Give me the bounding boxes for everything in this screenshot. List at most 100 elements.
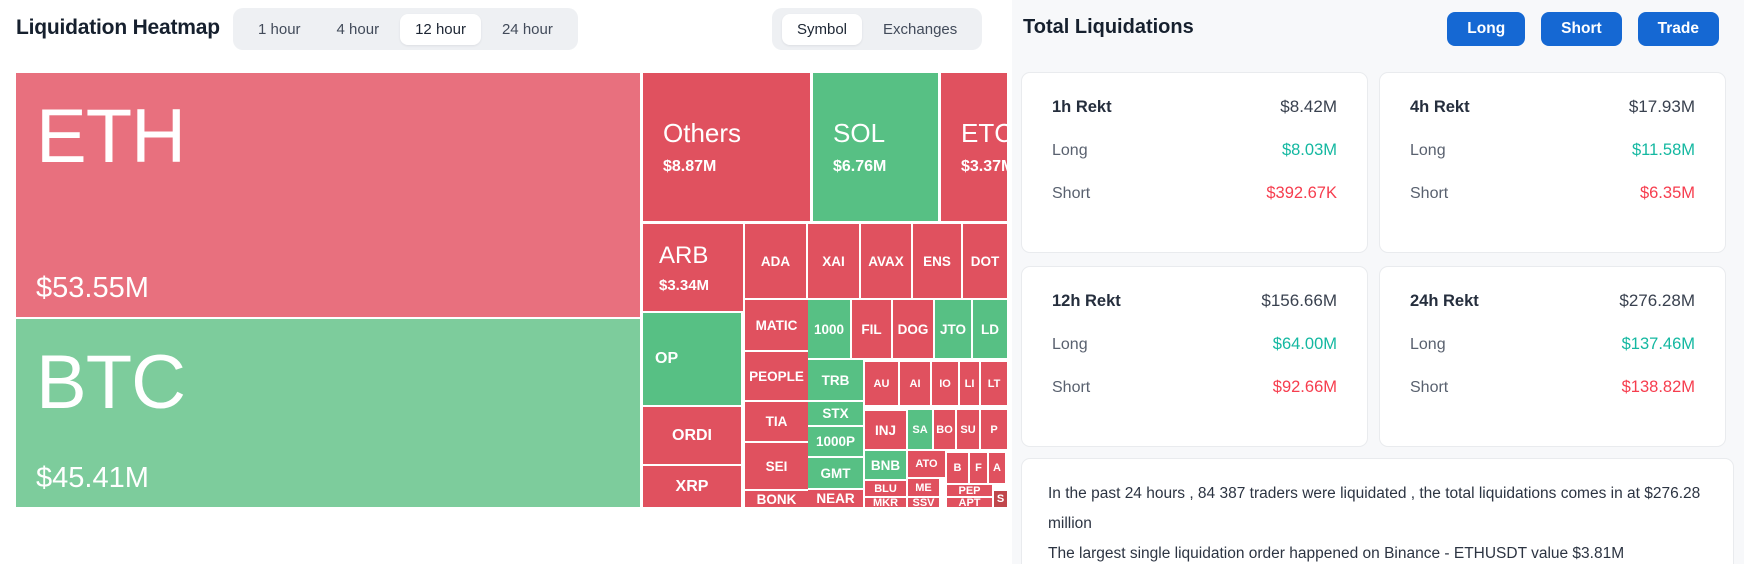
- short-value: $92.66M: [1272, 378, 1337, 396]
- tile-symbol: XAI: [822, 253, 845, 269]
- trade-button[interactable]: Trade: [1637, 12, 1719, 46]
- tile-symbol: TIA: [765, 414, 788, 429]
- treemap-tile-op[interactable]: OP: [643, 313, 741, 405]
- treemap-tile-sa[interactable]: SA: [908, 410, 932, 449]
- treemap-tile-btc[interactable]: BTC $45.41M: [16, 319, 640, 507]
- tile-symbol: OP: [655, 350, 679, 367]
- view-toggle-exchanges[interactable]: Exchanges: [883, 20, 958, 38]
- tile-symbol: XRP: [675, 477, 709, 495]
- tile-symbol: LI: [964, 377, 975, 390]
- treemap-tile-gmt[interactable]: GMT: [808, 458, 863, 488]
- treemap-tile-au[interactable]: AU: [865, 362, 898, 405]
- treemap-tile-ato[interactable]: ATO: [908, 451, 945, 477]
- treemap-tile-people[interactable]: PEOPLE: [745, 352, 808, 400]
- treemap-tile-1000p[interactable]: 1000P: [808, 427, 863, 456]
- time-filter-1h[interactable]: 1 hour: [258, 20, 301, 38]
- summary-line-1: In the past 24 hours , 84 387 traders we…: [1048, 485, 1701, 532]
- treemap-tile-mkr[interactable]: MKR: [865, 498, 906, 507]
- tile-symbol: GMT: [820, 465, 851, 481]
- treemap-tile-bo[interactable]: BO: [934, 410, 955, 449]
- treemap-tile-sei[interactable]: SEI: [745, 443, 808, 489]
- tile-symbol: P: [990, 423, 998, 436]
- treemap-tile-xai[interactable]: XAI: [808, 224, 859, 298]
- page-title: Liquidation Heatmap: [16, 16, 220, 39]
- treemap-tile-su[interactable]: SU: [957, 410, 979, 449]
- tile-value: $3.34M: [659, 276, 710, 294]
- tile-symbol: ATO: [915, 458, 938, 470]
- tile-symbol: AVAX: [868, 253, 904, 269]
- tile-symbol: AI: [909, 377, 921, 390]
- tile-symbol: ENS: [923, 253, 951, 269]
- long-button[interactable]: Long: [1447, 12, 1526, 46]
- rekt-cards-grid: 1h Rekt $8.42M Long $8.03M Short $392.67…: [1021, 72, 1735, 447]
- treemap-tile-near[interactable]: NEAR: [808, 490, 863, 507]
- time-filter-24h[interactable]: 24 hour: [501, 20, 553, 38]
- tile-symbol: PEP: [958, 485, 981, 496]
- treemap-tile-li[interactable]: LI: [960, 362, 979, 405]
- treemap-tile-a[interactable]: A: [989, 453, 1005, 483]
- tile-symbol: ARB: [659, 241, 709, 269]
- tile-symbol: ME: [915, 481, 932, 494]
- treemap-tile-apt[interactable]: APT: [947, 498, 992, 507]
- treemap-tile-dot[interactable]: DOT: [963, 224, 1007, 298]
- treemap-tile-sol[interactable]: SOL $6.76M: [813, 73, 938, 221]
- treemap-tile-pep[interactable]: PEP: [947, 485, 992, 496]
- treemap-tile-inj[interactable]: INJ: [865, 411, 906, 449]
- tile-value: $3.37M: [961, 158, 1007, 175]
- treemap-tile-b[interactable]: B: [947, 453, 968, 483]
- treemap-tile-p[interactable]: P: [981, 410, 1007, 449]
- treemap-tile-s[interactable]: S: [994, 491, 1007, 507]
- tile-symbol: B: [953, 462, 962, 474]
- tile-symbol: IO: [939, 377, 951, 390]
- tile-symbol: ETC: [961, 118, 1007, 148]
- treemap-tile-ssv[interactable]: SSV: [908, 498, 939, 507]
- treemap-tile-dog[interactable]: DOG: [893, 300, 933, 358]
- stat-card-12h: 12h Rekt $156.66M Long $64.00M Short $92…: [1021, 266, 1368, 447]
- treemap-tile-avax[interactable]: AVAX: [861, 224, 911, 298]
- tile-symbol: INJ: [874, 422, 896, 438]
- treemap-tile-me[interactable]: ME: [908, 479, 939, 496]
- treemap-tile-lt[interactable]: LT: [981, 362, 1007, 405]
- treemap-tile-trb[interactable]: TRB: [808, 360, 863, 400]
- long-value: $8.03M: [1281, 141, 1337, 159]
- treemap-tile-ordi[interactable]: ORDI: [643, 407, 741, 464]
- tile-symbol: DOG: [897, 321, 929, 337]
- treemap-tile-matic[interactable]: MATIC: [745, 300, 808, 350]
- tile-symbol: SU: [960, 423, 976, 436]
- treemap-tile-ens[interactable]: ENS: [913, 224, 961, 298]
- treemap-tile-ai[interactable]: AI: [900, 362, 930, 405]
- treemap-tile-eth[interactable]: ETH $53.55M: [16, 73, 640, 317]
- long-label: Long: [1052, 335, 1088, 353]
- time-filter-12h[interactable]: 12 hour: [400, 13, 481, 45]
- treemap-tile-others[interactable]: Others $8.87M: [643, 73, 810, 221]
- view-toggle-symbol[interactable]: Symbol: [782, 13, 863, 45]
- treemap-tile-xrp[interactable]: XRP: [643, 466, 741, 507]
- tile-symbol: AU: [873, 377, 890, 390]
- treemap-tile-ld[interactable]: LD: [973, 300, 1007, 358]
- treemap-tile-arb[interactable]: ARB $3.34M: [643, 224, 743, 311]
- total-liquidations-panel: Total Liquidations Long Short Trade 1h R…: [1012, 0, 1744, 564]
- stat-card-4h: 4h Rekt $17.93M Long $11.58M Short $6.35…: [1379, 72, 1726, 253]
- tile-symbol: MKR: [872, 498, 899, 507]
- treemap-tile-jto[interactable]: JTO: [935, 300, 971, 358]
- tile-symbol: SSV: [912, 498, 935, 507]
- treemap-tile-bonk[interactable]: BONK: [745, 491, 808, 507]
- treemap-tile-etc[interactable]: ETC $3.37M: [941, 73, 1007, 221]
- short-button[interactable]: Short: [1541, 12, 1622, 46]
- treemap-tile-blu[interactable]: BLU: [865, 481, 906, 496]
- treemap-tile-f[interactable]: F: [970, 453, 987, 483]
- treemap-tile-fil[interactable]: FIL: [852, 300, 891, 358]
- treemap-tile-tia[interactable]: TIA: [745, 402, 808, 441]
- treemap-tile-1000[interactable]: 1000: [808, 300, 850, 358]
- stat-period: 1h Rekt: [1052, 97, 1112, 116]
- tile-value: $53.55M: [36, 272, 149, 304]
- tile-symbol: APT: [958, 498, 981, 507]
- treemap-tile-io[interactable]: IO: [932, 362, 958, 405]
- tile-symbol: SEI: [765, 458, 788, 474]
- time-filter-4h[interactable]: 4 hour: [336, 20, 380, 38]
- stat-card-1h: 1h Rekt $8.42M Long $8.03M Short $392.67…: [1021, 72, 1368, 253]
- treemap-tile-bnb[interactable]: BNB: [865, 451, 906, 479]
- treemap-tile-stx[interactable]: STX: [808, 402, 863, 425]
- treemap-tile-ada[interactable]: ADA: [745, 224, 806, 298]
